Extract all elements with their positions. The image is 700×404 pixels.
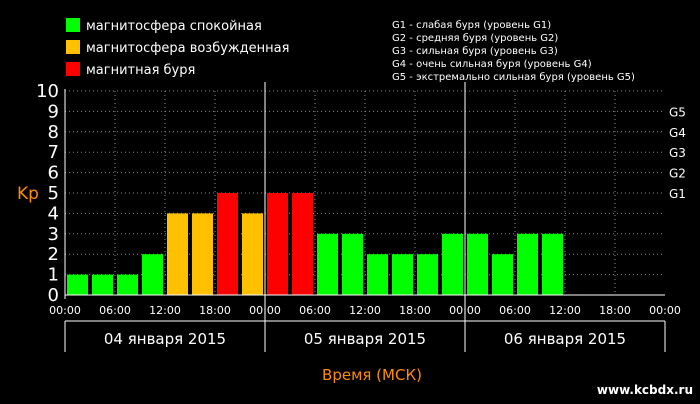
g-tick-label: G3 — [669, 146, 686, 160]
y-tick-label: 6 — [48, 163, 59, 184]
kp-bar — [417, 254, 438, 295]
kp-bar — [242, 213, 263, 295]
kp-bar — [342, 233, 363, 295]
kp-bar — [392, 254, 413, 295]
x-tick-label: 00:00 — [649, 304, 681, 317]
x-tick-label: 18:00 — [599, 304, 631, 317]
kp-bar — [542, 233, 563, 295]
kp-bar — [517, 233, 538, 295]
g-tick-label: G1 — [669, 187, 686, 201]
y-axis-title: Kp — [17, 184, 39, 204]
x-tick-label: 12:00 — [349, 304, 381, 317]
kp-bar — [192, 213, 213, 295]
kp-bar — [367, 254, 388, 295]
y-tick-label: 8 — [48, 122, 59, 143]
y-tick-label: 4 — [48, 203, 59, 224]
x-tick-label: 18:00 — [199, 304, 231, 317]
legend-label: магнитосфера возбужденная — [86, 41, 289, 56]
kp-bar — [67, 274, 88, 295]
x-tick-label: 12:00 — [149, 304, 181, 317]
y-tick-label: 5 — [48, 183, 59, 204]
day-label: 06 января 2015 — [504, 330, 626, 348]
x-tick-label: 00:00 — [49, 304, 81, 317]
g-level-label: G2 - средняя буря (уровень G2) — [392, 33, 558, 44]
kp-bar — [117, 274, 138, 295]
x-tick-label: 06:00 — [499, 304, 531, 317]
kp-bar — [492, 254, 513, 295]
legend-label: магнитная буря — [86, 63, 195, 78]
y-tick-label: 3 — [48, 224, 59, 245]
legend-label: магнитосфера спокойная — [86, 19, 262, 34]
kp-bar — [467, 233, 488, 295]
x-axis-title: Время (МСК) — [322, 366, 422, 384]
y-tick-label: 2 — [48, 244, 59, 265]
legend-swatch — [66, 62, 80, 76]
kp-bar — [142, 254, 163, 295]
day-label: 04 января 2015 — [104, 330, 226, 348]
x-tick-label: 18:00 — [399, 304, 431, 317]
kp-bar — [92, 274, 113, 295]
g-level-label: G5 - экстремально сильная буря (уровень … — [392, 72, 635, 83]
g-tick-label: G2 — [669, 167, 686, 181]
g-level-label: G4 - очень сильная буря (уровень G4) — [392, 59, 592, 70]
y-tick-label: 7 — [48, 142, 59, 163]
x-tick-label: 00:00 — [449, 304, 481, 317]
g-level-label: G3 - сильная буря (уровень G3) — [392, 46, 558, 57]
y-tick-label: 1 — [48, 265, 59, 286]
g-level-label: G1 - слабая буря (уровень G1) — [392, 20, 551, 31]
y-tick-label: 10 — [36, 81, 59, 102]
kp-bar — [442, 233, 463, 295]
x-tick-label: 00:00 — [249, 304, 281, 317]
x-tick-label: 06:00 — [299, 304, 331, 317]
g-tick-label: G4 — [669, 126, 686, 140]
x-tick-label: 06:00 — [99, 304, 131, 317]
y-tick-label: 9 — [48, 101, 59, 122]
kp-bar — [167, 213, 188, 295]
kp-bar — [317, 233, 338, 295]
x-tick-label: 12:00 — [549, 304, 581, 317]
kp-bar — [267, 193, 288, 295]
legend-swatch — [66, 18, 80, 32]
kp-bar — [217, 193, 238, 295]
kp-bar — [292, 193, 313, 295]
legend-swatch — [66, 40, 80, 54]
y-tick-label: 0 — [48, 285, 59, 306]
watermark: www.kcbdx.ru — [597, 383, 693, 397]
g-tick-label: G5 — [669, 105, 686, 119]
day-label: 05 января 2015 — [304, 330, 426, 348]
